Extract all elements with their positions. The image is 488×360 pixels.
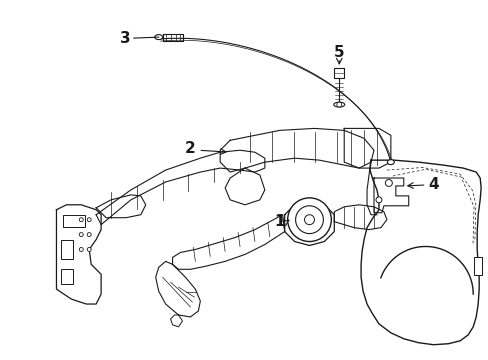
Circle shape xyxy=(87,233,91,237)
Circle shape xyxy=(375,197,381,203)
Bar xyxy=(334,68,344,78)
Text: 4: 4 xyxy=(427,177,438,193)
Circle shape xyxy=(304,215,314,225)
Circle shape xyxy=(79,247,83,251)
Bar xyxy=(473,257,481,275)
Ellipse shape xyxy=(154,35,163,40)
Circle shape xyxy=(336,102,341,107)
Text: 5: 5 xyxy=(333,45,344,60)
Circle shape xyxy=(79,233,83,237)
Circle shape xyxy=(287,198,331,242)
Ellipse shape xyxy=(386,159,393,165)
Circle shape xyxy=(295,206,323,234)
Bar xyxy=(63,215,85,227)
Text: 1: 1 xyxy=(274,214,284,229)
Text: 3: 3 xyxy=(120,31,131,46)
Ellipse shape xyxy=(333,102,344,107)
Bar xyxy=(61,239,73,260)
Circle shape xyxy=(87,247,91,251)
Bar xyxy=(61,269,73,284)
Circle shape xyxy=(79,218,83,222)
Circle shape xyxy=(385,180,391,186)
Text: 2: 2 xyxy=(184,141,195,156)
Circle shape xyxy=(87,218,91,222)
